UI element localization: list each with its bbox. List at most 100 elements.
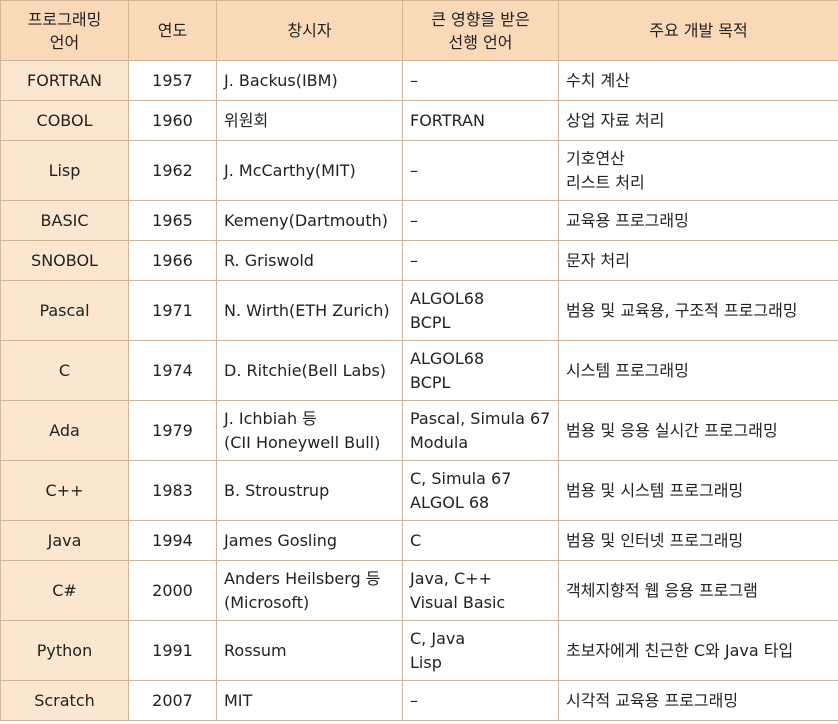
purpose-cell: 기호연산 리스트 처리 (558, 140, 838, 201)
influence-cell-line: Pascal, Simula 67 (410, 408, 551, 428)
table-row: SNOBOL 1966 R. Griswold – 문자 처리 (0, 240, 838, 281)
purpose-cell-line: 문자 처리 (566, 250, 630, 270)
header-language: 프로그래밍 언어 (0, 0, 129, 61)
influence-cell-line: – (410, 690, 418, 710)
influence-cell-line: BCPL (410, 372, 451, 392)
creator-cell: B. Stroustrup (216, 460, 403, 521)
purpose-cell: 초보자에게 친근한 C와 Java 타입 (558, 620, 838, 681)
influence-cell-line: – (410, 210, 418, 230)
year-cell: 1974 (128, 340, 217, 401)
header-purpose: 주요 개발 목적 (558, 0, 838, 61)
influence-cell: – (402, 140, 559, 201)
year-cell: 1960 (128, 100, 217, 141)
creator-cell-line: (CII Honeywell Bull) (224, 432, 381, 452)
purpose-cell-line: 시각적 교육용 프로그래밍 (566, 690, 739, 710)
influence-cell-line: C, Java (410, 628, 466, 648)
creator-cell: 위원회 (216, 100, 403, 141)
table-row: FORTRAN 1957 J. Backus(IBM) – 수치 계산 (0, 60, 838, 101)
header-influence: 큰 영향을 받은 선행 언어 (402, 0, 559, 61)
influence-cell-line: FORTRAN (410, 110, 485, 130)
language-cell: BASIC (0, 200, 129, 241)
language-cell: Ada (0, 400, 129, 461)
purpose-cell: 수치 계산 (558, 60, 838, 101)
creator-cell-line: James Gosling (224, 530, 338, 550)
purpose-cell: 문자 처리 (558, 240, 838, 281)
purpose-cell: 범용 및 시스템 프로그래밍 (558, 460, 838, 521)
influence-cell-line: – (410, 160, 418, 180)
influence-cell-line: C, Simula 67 (410, 468, 512, 488)
influence-cell: ALGOL68 BCPL (402, 280, 559, 341)
purpose-cell-line: 상업 자료 처리 (566, 110, 665, 130)
purpose-cell: 범용 및 인터넷 프로그래밍 (558, 520, 838, 561)
creator-cell-line: (Microsoft) (224, 592, 310, 612)
influence-cell-line: ALGOL 68 (410, 492, 490, 512)
influence-cell: ALGOL68 BCPL (402, 340, 559, 401)
influence-cell-line: BCPL (410, 312, 451, 332)
influence-cell: Java, C++ Visual Basic (402, 560, 559, 621)
table-body: FORTRAN 1957 J. Backus(IBM) – 수치 계산 COBOL 1960… (0, 60, 838, 721)
purpose-cell: 객체지향적 웹 응용 프로그램 (558, 560, 838, 621)
purpose-cell-line: 범용 및 교육용, 구조적 프로그래밍 (566, 300, 798, 320)
language-cell: Lisp (0, 140, 129, 201)
language-cell: Pascal (0, 280, 129, 341)
header-row: 프로그래밍 언어 연도 창시자 큰 영향을 받은 선행 언어 주요 개발 목적 (0, 0, 838, 61)
table-row: C# 2000 Anders Heilsberg 등 (Microsoft) Java,… (0, 560, 838, 621)
influence-cell-line: ALGOL68 (410, 348, 485, 368)
table-row: Python 1991 Rossum C, Java Lisp 초보자에게 친근한 C와 … (0, 620, 838, 681)
creator-cell: James Gosling (216, 520, 403, 561)
creator-cell-line: Kemeny(Dartmouth) (224, 210, 388, 230)
purpose-cell-line: 기호연산 (566, 148, 625, 168)
influence-cell: FORTRAN (402, 100, 559, 141)
creator-cell: Rossum (216, 620, 403, 681)
influence-cell: – (402, 60, 559, 101)
creator-cell: J. McCarthy(MIT) (216, 140, 403, 201)
influence-cell-line: Visual Basic (410, 592, 506, 612)
header-year: 연도 (128, 0, 217, 61)
creator-cell-line: R. Griswold (224, 250, 314, 270)
influence-cell-line: ALGOL68 (410, 288, 485, 308)
creator-cell-line: N. Wirth(ETH Zurich) (224, 300, 390, 320)
year-cell: 1994 (128, 520, 217, 561)
year-cell: 1966 (128, 240, 217, 281)
language-cell: C# (0, 560, 129, 621)
creator-cell: J. Backus(IBM) (216, 60, 403, 101)
purpose-cell-line: 교육용 프로그래밍 (566, 210, 689, 230)
influence-cell: – (402, 240, 559, 281)
purpose-cell: 교육용 프로그래밍 (558, 200, 838, 241)
language-cell: FORTRAN (0, 60, 129, 101)
table-row: Pascal 1971 N. Wirth(ETH Zurich) ALGOL68 BCP… (0, 280, 838, 341)
influence-cell-line: – (410, 250, 418, 270)
purpose-cell-line: 범용 및 시스템 프로그래밍 (566, 480, 744, 500)
creator-cell-line: J. Backus(IBM) (224, 70, 338, 90)
language-cell: Java (0, 520, 129, 561)
creator-cell: D. Ritchie(Bell Labs) (216, 340, 403, 401)
creator-cell: Anders Heilsberg 등 (Microsoft) (216, 560, 403, 621)
language-cell: Python (0, 620, 129, 681)
influence-cell: – (402, 200, 559, 241)
creator-cell-line: J. Ichbiah 등 (224, 408, 317, 428)
creator-cell-line: Rossum (224, 640, 287, 660)
creator-cell-line: B. Stroustrup (224, 480, 330, 500)
table-row: C++ 1983 B. Stroustrup C, Simula 67 ALGOL 68… (0, 460, 838, 521)
purpose-cell-line: 객체지향적 웹 응용 프로그램 (566, 580, 758, 600)
table-row: Java 1994 James Gosling C 범용 및 인터넷 프로그래밍 (0, 520, 838, 561)
influence-cell: C (402, 520, 559, 561)
creator-cell-line: 위원회 (224, 110, 269, 130)
purpose-cell: 범용 및 교육용, 구조적 프로그래밍 (558, 280, 838, 341)
table-row: Ada 1979 J. Ichbiah 등 (CII Honeywell Bull) P… (0, 400, 838, 461)
influence-cell-line: Java, C++ (410, 568, 492, 588)
year-cell: 2000 (128, 560, 217, 621)
influence-cell-line: – (410, 70, 418, 90)
creator-cell-line: J. McCarthy(MIT) (224, 160, 356, 180)
influence-cell-line: Lisp (410, 652, 442, 672)
creator-cell-line: Anders Heilsberg 등 (224, 568, 381, 588)
language-cell: Scratch (0, 680, 129, 721)
purpose-cell-line: 초보자에게 친근한 C와 Java 타입 (566, 640, 794, 660)
purpose-cell-line: 범용 및 응용 실시간 프로그래밍 (566, 420, 778, 440)
year-cell: 2007 (128, 680, 217, 721)
table-row: BASIC 1965 Kemeny(Dartmouth) – 교육용 프로그래밍 (0, 200, 838, 241)
language-cell: C++ (0, 460, 129, 521)
year-cell: 1983 (128, 460, 217, 521)
creator-cell-line: MIT (224, 690, 253, 710)
